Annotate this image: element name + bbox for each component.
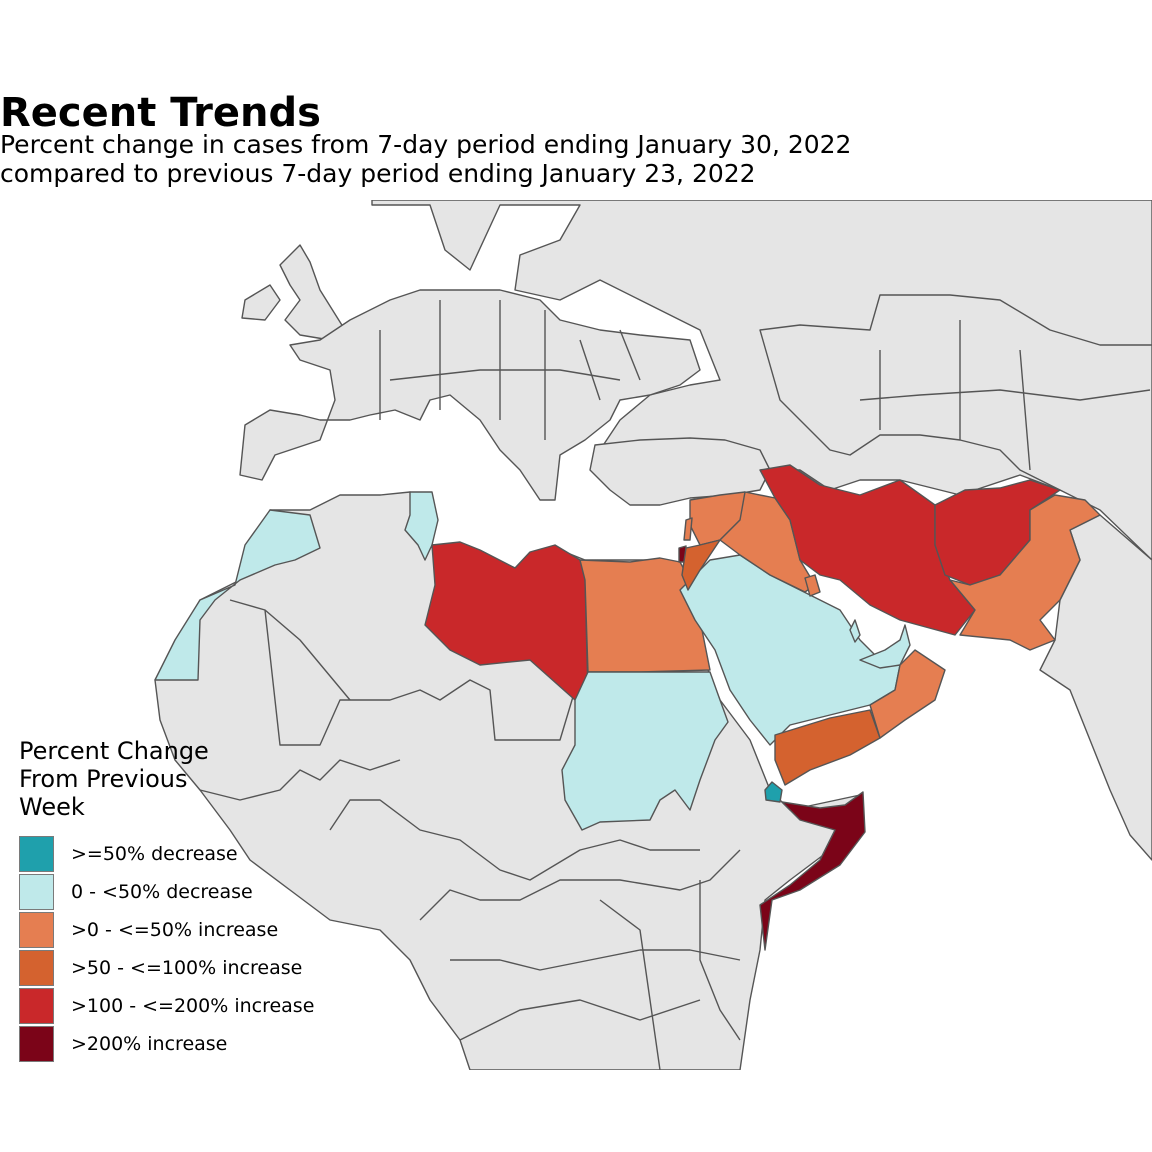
landmass-western-europe bbox=[239, 289, 701, 501]
legend-label: >100 - <=200% increase bbox=[71, 995, 315, 1017]
region-pakistan[interactable] bbox=[949, 494, 1101, 651]
map-title: Recent Trends bbox=[0, 90, 321, 136]
legend-label: >200% increase bbox=[71, 1033, 228, 1055]
region-tunisia[interactable] bbox=[404, 491, 439, 561]
legend-label: >=50% decrease bbox=[71, 843, 238, 865]
legend-swatch bbox=[19, 874, 54, 910]
legend-label: 0 - <50% decrease bbox=[71, 881, 253, 903]
legend-swatch bbox=[19, 836, 54, 872]
region-djibouti[interactable] bbox=[764, 781, 783, 803]
legend-item: >100 - <=200% increase bbox=[19, 987, 314, 1025]
region-lebanon[interactable] bbox=[683, 517, 693, 541]
region-somalia[interactable] bbox=[759, 791, 866, 951]
region-jordan[interactable] bbox=[681, 539, 721, 591]
legend-item: >0 - <=50% increase bbox=[19, 911, 314, 949]
country-borders bbox=[199, 300, 1151, 1070]
legend-swatch bbox=[19, 988, 54, 1024]
region-uae[interactable] bbox=[859, 624, 911, 669]
legend-label: >50 - <=100% increase bbox=[71, 957, 303, 979]
region-morocco[interactable] bbox=[154, 509, 321, 681]
legend-label: >0 - <=50% increase bbox=[71, 919, 279, 941]
region-qatar[interactable] bbox=[849, 619, 861, 643]
legend-swatch bbox=[19, 1026, 54, 1062]
legend-item: 0 - <50% decrease bbox=[19, 873, 314, 911]
legend-swatch bbox=[19, 950, 54, 986]
landmass-uk bbox=[279, 244, 346, 341]
region-kuwait[interactable] bbox=[804, 574, 821, 597]
legend-item: >=50% decrease bbox=[19, 835, 314, 873]
legend-item: >50 - <=100% increase bbox=[19, 949, 314, 987]
region-iran[interactable] bbox=[759, 464, 976, 636]
region-sudan[interactable] bbox=[561, 671, 729, 831]
legend-title: Percent Change From Previous Week bbox=[19, 737, 209, 821]
legend: Percent Change From Previous Week >=50% … bbox=[19, 737, 314, 1063]
map-subtitle-line-2: compared to previous 7-day period ending… bbox=[0, 159, 756, 188]
map-subtitle-line-1: Percent change in cases from 7-day perio… bbox=[0, 130, 852, 159]
landmass-ireland bbox=[241, 284, 281, 321]
legend-swatch bbox=[19, 912, 54, 948]
region-oman[interactable] bbox=[869, 649, 946, 739]
legend-item: >200% increase bbox=[19, 1025, 314, 1063]
region-yemen[interactable] bbox=[774, 709, 881, 786]
